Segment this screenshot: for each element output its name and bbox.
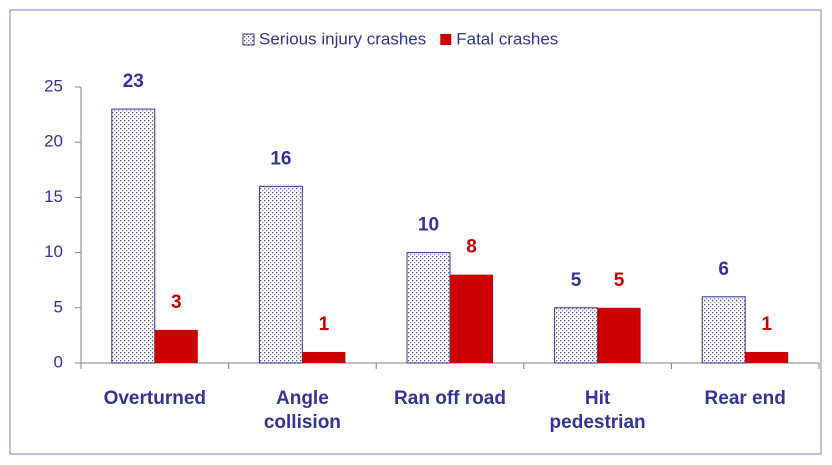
- x-tick-label: Angle collision: [263, 388, 341, 433]
- bar: [745, 351, 789, 363]
- bar: [154, 329, 198, 363]
- value-label: 5: [614, 270, 625, 291]
- y-tick-label: 0: [54, 352, 63, 371]
- y-tick-label: 10: [44, 242, 63, 261]
- value-label: 1: [319, 314, 330, 335]
- bar: [406, 252, 451, 364]
- value-label: 5: [571, 270, 582, 291]
- x-tick-label: Hit pedestrian: [549, 388, 646, 433]
- value-label: 1: [761, 314, 772, 335]
- value-label: 6: [718, 259, 729, 280]
- y-tick-label: 5: [54, 297, 63, 316]
- bar: [701, 296, 746, 364]
- legend-label: Fatal crashes: [456, 29, 558, 48]
- value-label: 3: [171, 292, 182, 313]
- value-label: 23: [123, 71, 144, 92]
- y-tick-label: 20: [44, 132, 63, 151]
- bar: [597, 307, 641, 363]
- bar: [258, 185, 303, 364]
- x-tick-label: Rear end: [704, 388, 786, 409]
- legend-swatch: [242, 33, 255, 46]
- bar: [450, 274, 493, 363]
- value-label: 10: [418, 215, 439, 236]
- bar: [111, 108, 156, 364]
- value-label: 8: [466, 237, 477, 258]
- bar: [302, 351, 346, 363]
- legend-swatch: [440, 34, 452, 45]
- x-tick-label: Ran off road: [394, 388, 506, 409]
- legend-label: Serious injury crashes: [259, 29, 426, 48]
- value-label: 16: [270, 148, 291, 169]
- bar: [554, 307, 599, 364]
- y-tick-label: 25: [44, 76, 63, 95]
- x-tick-label: Overturned: [103, 388, 206, 409]
- y-tick-label: 15: [44, 187, 63, 206]
